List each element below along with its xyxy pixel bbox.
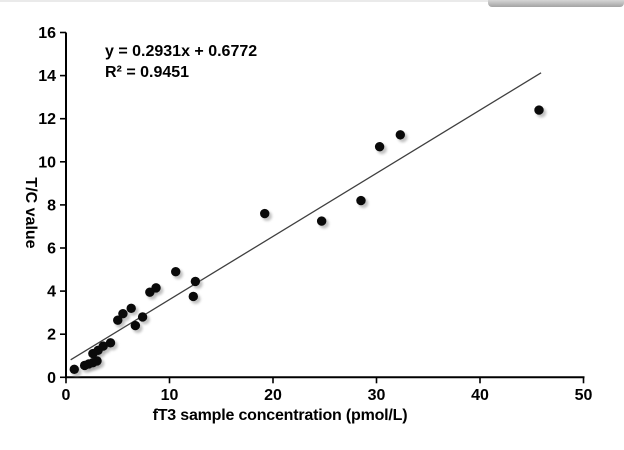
data-point [92,356,102,366]
y-tick-label: 12 [38,111,56,128]
data-point [113,315,123,325]
y-tick-label: 2 [47,327,56,344]
trendline-annotation: y = 0.2931x + 0.6772 R² = 0.9451 [105,41,257,83]
data-point [374,142,385,152]
data-point [118,309,128,319]
y-tick-label: 6 [47,241,56,258]
y-tick-label: 0 [47,370,56,387]
data-point [126,303,136,314]
x-tick-label: 0 [62,387,71,404]
data-point [356,195,366,206]
data-point-shadows [71,107,547,377]
data-point [98,341,108,351]
data-point [130,320,141,331]
x-tick-label: 40 [471,387,489,404]
x-tick-label: 20 [264,387,282,404]
equation-text: y = 0.2931x + 0.6772 [105,43,258,60]
data-point [188,291,199,302]
y-tick-label: 14 [38,68,56,85]
y-tick-label: 10 [38,154,56,171]
x-tick-label: 10 [161,387,179,404]
data-point [151,283,161,293]
data-point [105,338,116,348]
window-top-edge [0,0,624,2]
x-tick-label: 30 [368,387,386,404]
data-point [69,364,79,375]
y-tick-label: 16 [38,25,56,42]
data-points [69,105,544,375]
trendline [70,72,542,361]
data-point [171,267,181,277]
x-tick-label: 50 [575,387,593,404]
data-point [534,105,544,115]
y-tick-label: 8 [47,197,56,214]
y-tick-label: 4 [47,284,56,301]
y-axis-title: T/C value [22,177,39,249]
r-squared-text: R² = 0.9451 [105,64,190,81]
axes: 0 10 20 30 40 50 0 2 4 6 8 10 12 14 16 [38,25,592,404]
data-point [316,216,327,226]
data-point [137,312,148,322]
data-point [190,276,201,287]
data-point [260,208,270,219]
window-scrollbar-fragment [488,0,624,7]
x-axis-title: fT3 sample concentration (pmol/L) [152,407,408,424]
data-point [395,130,406,140]
